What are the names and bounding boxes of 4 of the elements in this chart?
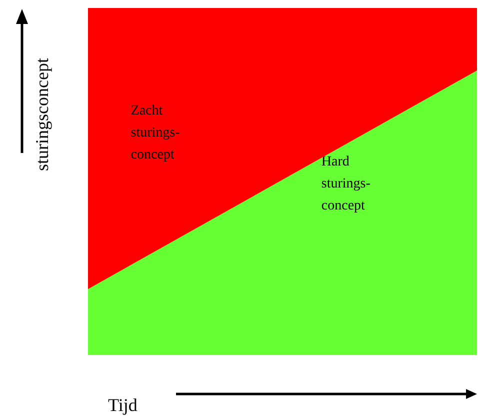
y-axis-title: sturingsconcept <box>32 58 52 171</box>
x-axis-title: Tijd <box>108 395 138 415</box>
series-label: Hard sturings- concept <box>321 154 371 214</box>
series-label: Zacht sturings- concept <box>130 104 180 163</box>
